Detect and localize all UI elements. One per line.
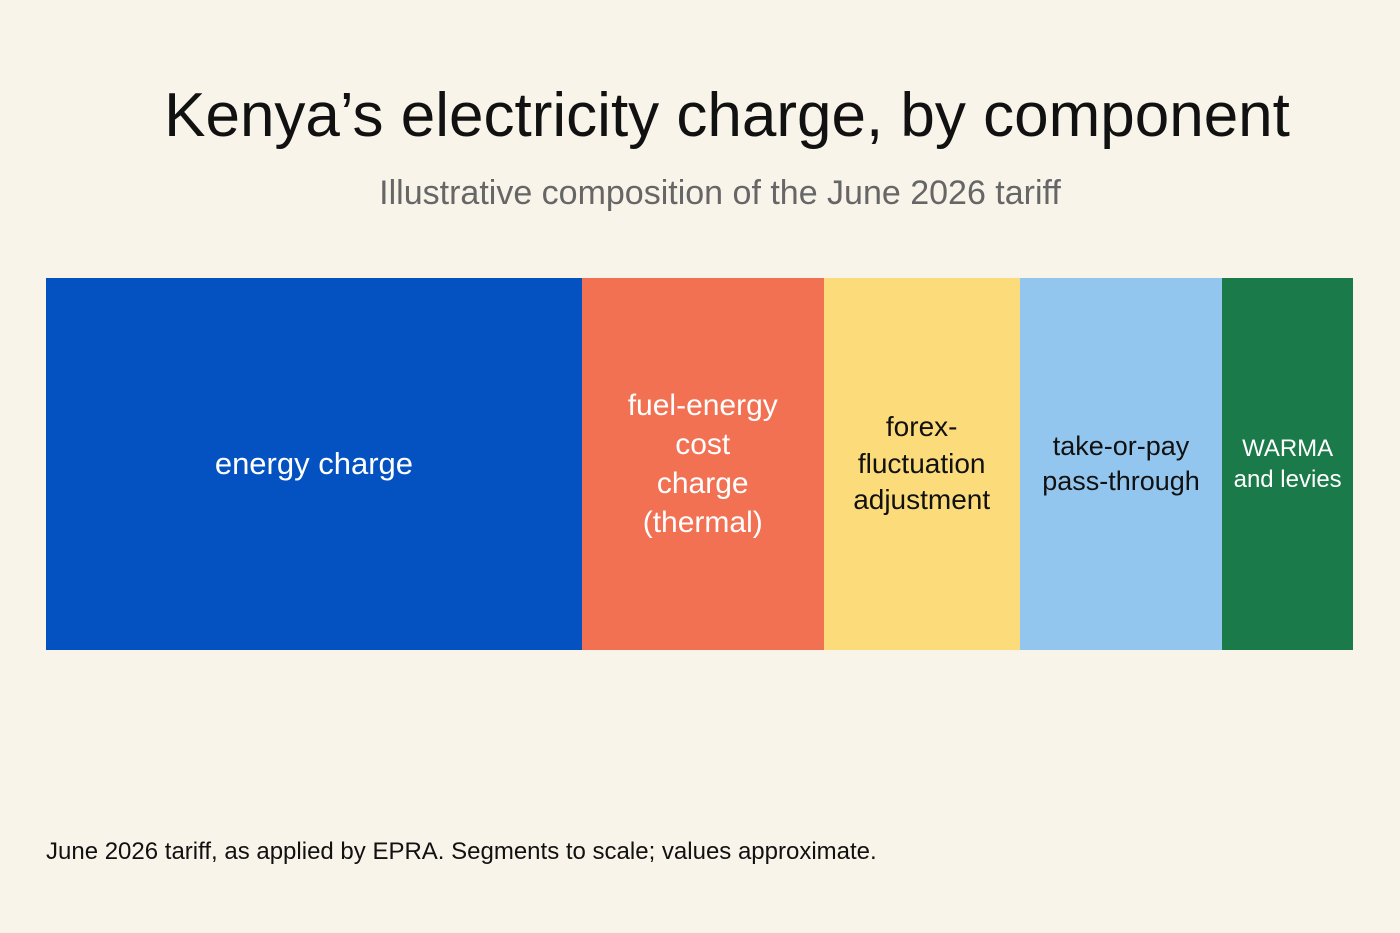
bar-segment: WARMA and levies <box>1222 278 1353 650</box>
bar-segment: fuel-energy cost charge (thermal) <box>581 278 824 650</box>
segment-label: WARMA and levies <box>1233 434 1342 493</box>
bar-segment: energy charge <box>46 278 582 650</box>
bar-segment: forex-fluctuation adjustment <box>823 278 1020 650</box>
segment-label: forex-fluctuation adjustment <box>853 411 991 516</box>
footnote: June 2026 tariff, as applied by EPRA. Se… <box>46 838 877 865</box>
segment-label: energy charge <box>214 445 414 481</box>
bar-segment: take-or-pay pass-through <box>1019 278 1223 650</box>
stacked-bar: energy charge fuel-energy cost charge (th… <box>46 278 1353 650</box>
segment-label: fuel-energy cost charge (thermal) <box>627 389 778 539</box>
chart-subtitle: Illustrative composition of the June 202… <box>379 174 1061 212</box>
chart-title: Kenya’s electricity charge, by component <box>164 81 1290 150</box>
segment-label: take-or-pay pass-through <box>1042 430 1200 496</box>
